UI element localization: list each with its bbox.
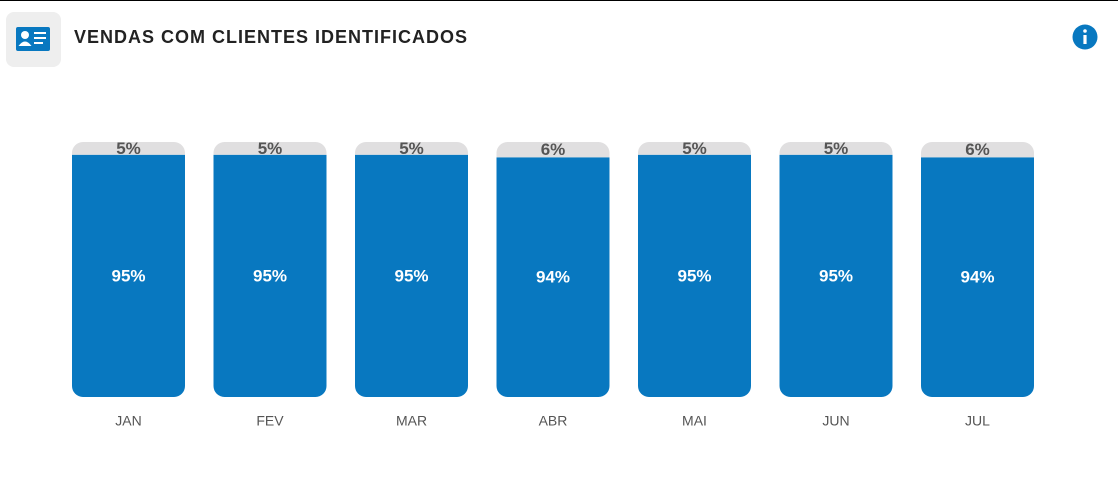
bar-segment <box>496 142 610 158</box>
bar-stack <box>921 142 1034 397</box>
bar-segment <box>779 142 893 155</box>
value-label: 94% <box>960 268 994 287</box>
bar-segment <box>496 157 610 397</box>
x-tick-label: MAI <box>682 413 707 429</box>
bar-segment <box>213 142 327 155</box>
bar-segment <box>638 142 751 155</box>
bar-stack <box>72 142 185 397</box>
value-label: 5% <box>116 139 141 158</box>
value-label: 95% <box>253 266 287 285</box>
value-label: 95% <box>819 266 853 285</box>
x-tick-label: FEV <box>256 413 284 429</box>
chart-title: VENDAS COM CLIENTES IDENTIFICADOS <box>74 27 468 47</box>
bar-segment <box>72 154 185 397</box>
widget-icon <box>6 12 61 67</box>
bar-segment <box>213 154 327 397</box>
bar-segment <box>638 154 751 397</box>
value-label: 6% <box>965 140 990 159</box>
x-tick-label: JUL <box>965 413 990 429</box>
info-button[interactable] <box>1072 24 1098 50</box>
value-label: 6% <box>541 140 566 159</box>
x-tick-label: ABR <box>539 413 568 429</box>
value-label: 95% <box>111 266 145 285</box>
value-label: 95% <box>677 266 711 285</box>
bar-segment <box>779 154 893 397</box>
value-label: 94% <box>536 268 570 287</box>
bar-stack <box>638 142 751 397</box>
bar-segment <box>921 142 1034 158</box>
value-label: 5% <box>399 139 424 158</box>
value-label: 95% <box>394 266 428 285</box>
x-tick-label: JAN <box>115 413 141 429</box>
bar-stack <box>213 142 327 397</box>
value-label: 5% <box>682 139 707 158</box>
bar-segment <box>921 157 1034 397</box>
bar-stack <box>355 142 468 397</box>
bar-segment <box>355 154 468 397</box>
bar-segment <box>355 142 468 155</box>
bar-segment <box>72 142 185 155</box>
value-label: 5% <box>824 139 849 158</box>
x-tick-label: MAR <box>396 413 427 429</box>
value-label: 5% <box>258 139 283 158</box>
bar-stack <box>496 142 610 397</box>
bar-stack <box>779 142 893 397</box>
x-tick-label: JUN <box>822 413 849 429</box>
